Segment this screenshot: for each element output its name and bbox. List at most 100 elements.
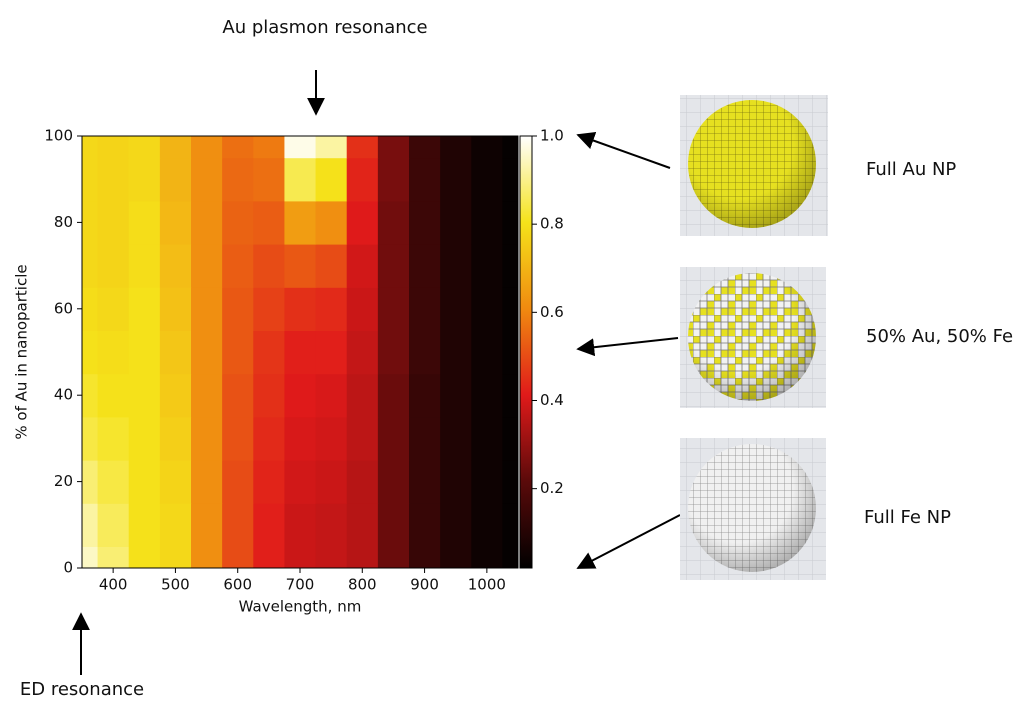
heat-cell	[191, 374, 223, 418]
heat-cell	[191, 460, 223, 504]
heat-cell	[440, 460, 472, 504]
colorbar	[520, 136, 532, 568]
heat-cell	[471, 330, 503, 374]
heat-cell	[129, 330, 161, 374]
heat-cell	[316, 287, 348, 331]
heat-cell	[253, 374, 285, 418]
heat-cell	[160, 503, 192, 547]
heat-cell	[191, 330, 223, 374]
x-tick-label: 900	[410, 576, 439, 594]
heat-cell	[471, 158, 503, 202]
annotation: Full Au NP	[866, 159, 956, 180]
y-tick-label: 20	[54, 472, 73, 490]
heat-cell	[129, 374, 161, 418]
heat-cell	[378, 287, 410, 331]
heat-cell	[253, 503, 285, 547]
heat-cell	[316, 201, 348, 245]
heat-cell	[253, 330, 285, 374]
y-axis-label: % of Au in nanoparticle	[13, 264, 31, 439]
heat-cell	[409, 417, 441, 461]
x-tick-label: 800	[348, 576, 377, 594]
heat-cell	[347, 460, 379, 504]
heat-cell	[440, 503, 472, 547]
heat-cell	[98, 287, 130, 331]
heat-cell	[222, 330, 254, 374]
annotation: Full Fe NP	[864, 507, 951, 528]
heat-cell	[222, 158, 254, 202]
annotation: ED resonance	[20, 679, 144, 700]
heat-cell	[129, 201, 161, 245]
x-tick-label: 600	[223, 576, 252, 594]
heat-cell	[98, 503, 130, 547]
heat-cell	[160, 417, 192, 461]
heat-cell	[129, 503, 161, 547]
heat-cell	[253, 201, 285, 245]
heat-cell	[160, 287, 192, 331]
heat-cell	[98, 330, 130, 374]
heat-cell	[129, 460, 161, 504]
heat-cell	[222, 201, 254, 245]
heat-cell	[316, 158, 348, 202]
heat-cell	[222, 417, 254, 461]
heat-cell	[222, 287, 254, 331]
heat-cell	[222, 460, 254, 504]
y-tick-label: 80	[54, 213, 73, 231]
heat-cell	[347, 158, 379, 202]
nanoparticle-image	[680, 267, 826, 408]
heat-cell	[440, 158, 472, 202]
heat-cell	[191, 503, 223, 547]
heat-cell	[409, 158, 441, 202]
heat-cell	[440, 330, 472, 374]
heat-cell	[222, 374, 254, 418]
y-tick-label: 40	[54, 386, 73, 404]
heat-cell	[409, 201, 441, 245]
heat-cell	[440, 417, 472, 461]
arrow	[578, 338, 678, 349]
heat-cell	[316, 417, 348, 461]
heat-cell	[409, 503, 441, 547]
x-tick-label: 700	[286, 576, 315, 594]
heat-cell	[378, 503, 410, 547]
heat-cell	[471, 244, 503, 288]
heat-cell	[284, 417, 316, 461]
annotation: Au plasmon resonance	[222, 17, 427, 38]
heat-cell	[284, 460, 316, 504]
heat-cell	[347, 244, 379, 288]
annotation: 50% Au, 50% Fe	[866, 326, 1013, 347]
heat-cell	[160, 201, 192, 245]
heat-cell	[347, 503, 379, 547]
heat-cell	[160, 158, 192, 202]
heat-cell	[440, 201, 472, 245]
heat-cell	[316, 244, 348, 288]
heat-cell	[347, 330, 379, 374]
heat-cell	[160, 374, 192, 418]
heat-cell	[284, 330, 316, 374]
heat-cell	[284, 287, 316, 331]
arrow	[578, 135, 670, 168]
heat-cell	[129, 158, 161, 202]
heat-cell	[409, 374, 441, 418]
heat-cell	[284, 374, 316, 418]
heat-cell	[409, 287, 441, 331]
heat-cell	[284, 158, 316, 202]
heat-cell	[222, 503, 254, 547]
heat-cell	[98, 244, 130, 288]
heat-cell	[316, 503, 348, 547]
heatmap	[66, 114, 534, 590]
heat-cell	[284, 244, 316, 288]
colorbar-tick-label: 1.0	[540, 127, 564, 145]
heat-cell	[378, 417, 410, 461]
heat-cell	[316, 330, 348, 374]
heat-cell	[222, 244, 254, 288]
heat-cell	[409, 460, 441, 504]
heat-cell	[98, 460, 130, 504]
heat-cell	[316, 374, 348, 418]
heat-cell	[471, 503, 503, 547]
x-tick-label: 500	[161, 576, 190, 594]
heat-cell	[471, 417, 503, 461]
heat-cell	[409, 244, 441, 288]
y-tick-label: 0	[63, 559, 73, 577]
heat-cell	[378, 374, 410, 418]
heat-cell	[253, 460, 285, 504]
heat-cell	[191, 158, 223, 202]
